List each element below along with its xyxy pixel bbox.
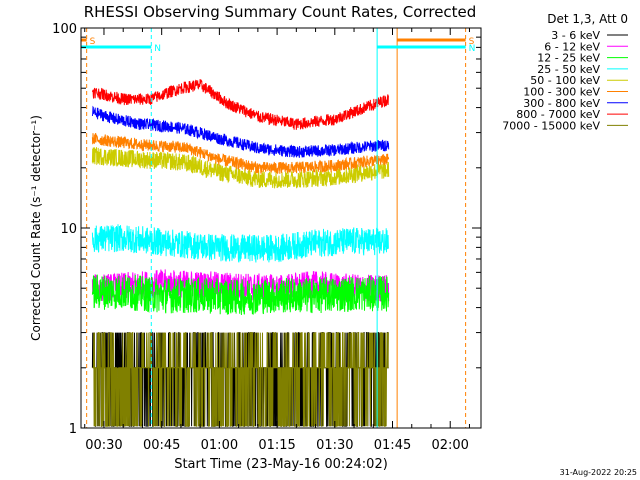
series-line-2	[91, 274, 390, 316]
legend-label-6: 300 - 800 keV	[523, 97, 600, 110]
y-axis: 1 10 100	[52, 22, 481, 437]
legend-label-1: 6 - 12 keV	[544, 40, 600, 53]
legend-label-8: 7000 - 15000 keV	[502, 119, 600, 132]
flag-label-1: S	[469, 37, 475, 47]
series-line-4	[91, 147, 390, 189]
legend-label-3: 25 - 50 keV	[537, 63, 600, 76]
chart-title: RHESSI Observing Summary Count Rates, Co…	[84, 3, 477, 21]
legend-label-5: 100 - 300 keV	[523, 86, 600, 99]
flag-label-0: S	[90, 37, 96, 47]
legend-label-7: 800 - 7000 keV	[516, 108, 600, 121]
x-axis: 00:30 00:45 01:00 01:15 01:30 01:45 02:00	[84, 28, 470, 453]
legend-label-0: 3 - 6 keV	[551, 29, 600, 42]
x-tick-label-2: 01:00	[201, 438, 238, 453]
series-line-5	[91, 132, 390, 175]
y-axis-label: Corrected Count Rate (s⁻¹ detector⁻¹)	[29, 115, 43, 341]
data-layer	[91, 79, 390, 427]
flag-label-3: N	[469, 44, 476, 54]
series-line-6	[91, 105, 390, 158]
y-tick-label-1: 10	[60, 222, 77, 237]
series-line-7	[91, 79, 390, 130]
y-tick-label-2: 100	[52, 22, 77, 37]
x-tick-label-1: 00:45	[143, 438, 180, 453]
footer-date: 31-Aug-2022 20:25	[560, 468, 637, 477]
series-line-3	[91, 224, 390, 263]
x-tick-label-5: 01:45	[374, 438, 411, 453]
x-tick-label-4: 01:30	[316, 438, 353, 453]
y-tick-label-0: 1	[69, 422, 77, 437]
legend-header: Det 1,3, Att 0	[547, 12, 628, 26]
x-tick-label-3: 01:15	[258, 438, 295, 453]
flag-label-2: N	[154, 44, 161, 54]
x-tick-label-6: 02:00	[431, 438, 468, 453]
legend-label-2: 12 - 25 keV	[537, 52, 600, 65]
legend-label-4: 50 - 100 keV	[530, 74, 600, 87]
x-tick-label-0: 00:30	[85, 438, 122, 453]
x-axis-label: Start Time (23-May-16 00:24:02)	[174, 457, 388, 472]
series-line-8	[92, 332, 389, 427]
